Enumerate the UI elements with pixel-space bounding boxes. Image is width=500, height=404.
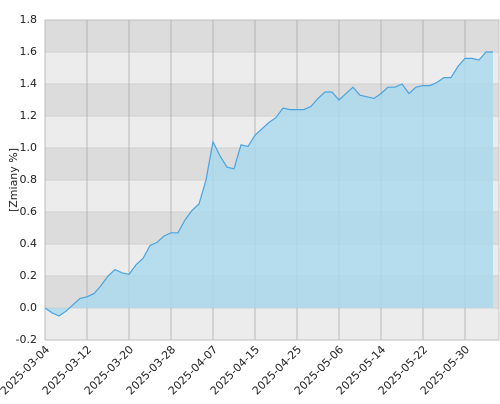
grid-band bbox=[45, 308, 499, 340]
plot-border bbox=[44, 19, 500, 341]
y-tick-label: 0.8 bbox=[20, 173, 38, 186]
y-tick-label: 0.4 bbox=[20, 237, 38, 250]
y-tick-label: 0.2 bbox=[20, 269, 38, 282]
grid-band bbox=[45, 52, 499, 84]
y-tick-label: -0.2 bbox=[16, 333, 37, 346]
y-tick-label: 1.8 bbox=[20, 13, 38, 26]
y-tick-label: 1.2 bbox=[20, 109, 38, 122]
y-axis-label: [Zmiany %] bbox=[7, 148, 20, 212]
grid-band bbox=[45, 20, 499, 52]
y-tick-label: 1.0 bbox=[20, 141, 38, 154]
y-tick-label: 1.4 bbox=[20, 77, 38, 90]
line bbox=[44, 51, 493, 317]
y-tick-label: 0.0 bbox=[20, 301, 38, 314]
area bbox=[45, 52, 493, 316]
y-tick-label: 1.6 bbox=[20, 45, 38, 58]
y-tick-label: 0.6 bbox=[20, 205, 38, 218]
